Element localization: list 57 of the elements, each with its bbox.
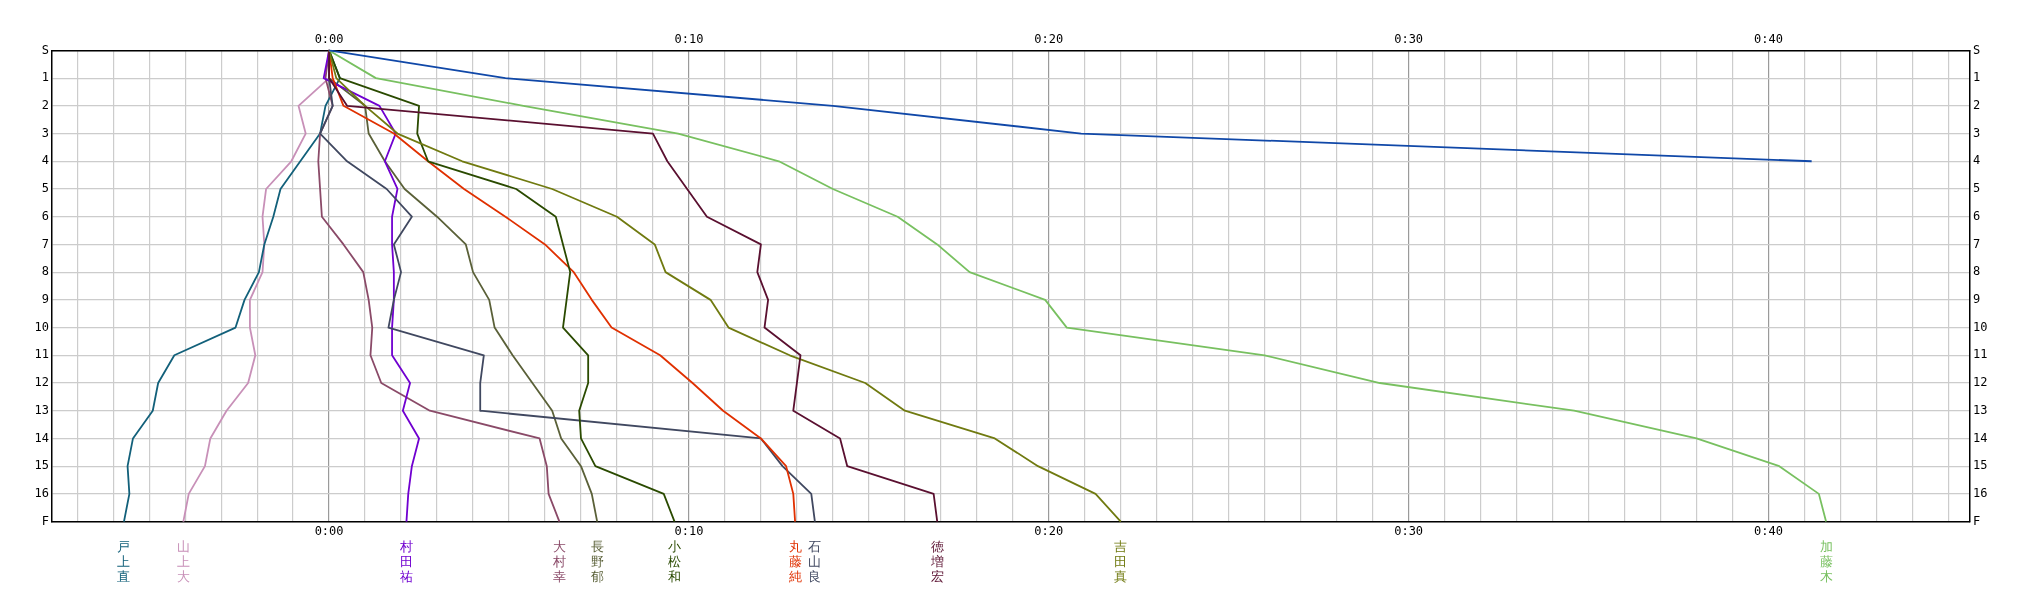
category-label: 5 [1973, 181, 1981, 196]
series-label: 吉田真 [1114, 539, 1128, 585]
series-label: 長野郁 [590, 539, 604, 585]
x-tick-label: 0:10 [674, 523, 704, 538]
category-label: 1 [1973, 70, 1981, 85]
category-label: 8 [1973, 264, 1981, 279]
y-tick-label: 13 [34, 402, 49, 417]
y-tick-label: 11 [34, 347, 49, 362]
y-tick-label: 10 [34, 319, 49, 334]
x2-tick-label: 0:00 [314, 32, 344, 47]
series-label: 石山良 [808, 539, 822, 585]
x2-tick-label: 0:20 [1034, 32, 1064, 47]
y-tick-label: 16 [34, 486, 49, 501]
x2-tick-label: 0:40 [1754, 32, 1783, 47]
series-label: 加藤木 [1819, 539, 1833, 585]
series-label: 戸上直 [117, 539, 131, 585]
x-tick-label: 0:20 [1034, 523, 1064, 538]
y-tick-label: 8 [41, 264, 49, 279]
category-label: 7 [1973, 236, 1981, 251]
category-label: 12 [1973, 375, 1988, 390]
x-tick-label: 0:00 [314, 523, 344, 538]
y-tick-label: 9 [41, 291, 49, 306]
series-label: 村田祐 [398, 539, 413, 585]
y-tick-label: 15 [34, 458, 49, 473]
category-label: S [1973, 42, 1981, 57]
y-tick-label: S [41, 42, 49, 57]
category-label: 13 [1973, 402, 1988, 417]
category-label: 16 [1973, 486, 1988, 501]
y-tick-label: 12 [34, 375, 49, 390]
y-tick-label: 3 [41, 125, 49, 140]
series-label: 山上大 [176, 539, 190, 585]
category-label: 9 [1973, 291, 1981, 306]
category-label: 15 [1973, 458, 1988, 473]
category-label: 2 [1973, 97, 1981, 112]
series-label: 徳増宏 [929, 539, 944, 585]
category-label: 3 [1973, 125, 1981, 140]
category-label: F [1973, 513, 1981, 528]
y-tick-label: F [41, 513, 49, 528]
category-label: 6 [1973, 208, 1981, 223]
series-label: 丸藤純 [788, 539, 802, 585]
y-tick-label: 14 [34, 430, 49, 445]
x2-tick-label: 0:10 [674, 32, 704, 47]
series-label: 小松和 [668, 539, 682, 585]
category-label: 4 [1973, 153, 1981, 168]
y-tick-label: 6 [41, 208, 49, 223]
x2-tick-label: 0:30 [1394, 32, 1424, 47]
y-tick-label: 5 [41, 181, 49, 196]
y-tick-label: 2 [41, 97, 49, 112]
y-tick-label: 1 [41, 70, 49, 85]
y-tick-label: 4 [41, 153, 49, 168]
category-label: 10 [1973, 319, 1988, 334]
x-tick-label: 0:40 [1754, 523, 1783, 538]
category-label: 11 [1973, 347, 1988, 362]
x-tick-label: 0:30 [1394, 523, 1424, 538]
y-tick-label: 7 [41, 236, 49, 251]
category-label: 14 [1973, 430, 1988, 445]
series-label: 大村幸 [551, 539, 566, 585]
